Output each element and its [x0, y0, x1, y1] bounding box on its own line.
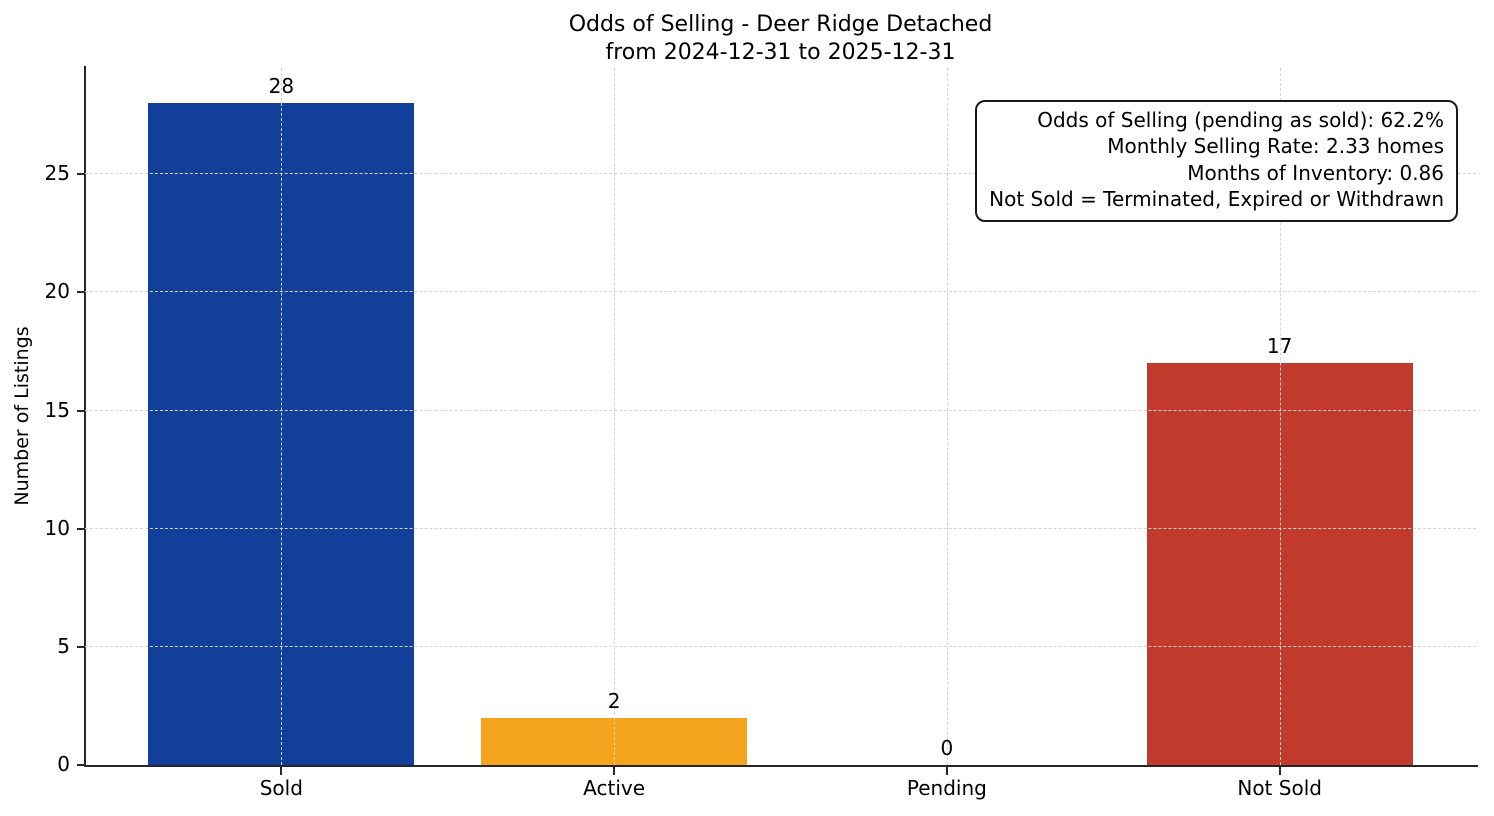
gridline-h: [85, 409, 1476, 411]
y-tick-mark: [77, 764, 85, 766]
annotation-line-rate: Monthly Selling Rate: 2.33 homes: [1107, 134, 1444, 159]
x-tick-mark: [945, 767, 948, 775]
y-tick-label: 25: [44, 161, 70, 186]
annotation-line-inventory: Months of Inventory: 0.86: [1187, 160, 1444, 185]
y-tick-mark: [77, 527, 85, 530]
y-tick-label: 0: [57, 752, 70, 776]
x-tick-label-pending: Pending: [906, 776, 987, 800]
y-axis-spine: [84, 66, 86, 767]
y-tick-label: 5: [57, 633, 70, 658]
x-tick-mark: [1278, 767, 1281, 775]
bar-value-label-sold: 28: [268, 74, 295, 99]
gridline-v: [946, 68, 948, 765]
y-tick-mark: [77, 409, 85, 412]
bar-value-label-not-sold: 17: [1266, 334, 1293, 359]
gridline-v: [614, 68, 616, 765]
annotation-line-odds: Odds of Selling (pending as sold): 62.2%: [1037, 108, 1444, 132]
bar-value-label-pending: 0: [940, 736, 954, 760]
y-tick-label: 10: [44, 515, 70, 540]
chart-title-line2: from 2024-12-31 to 2025-12-31: [605, 39, 956, 65]
gridline-v: [281, 68, 283, 765]
gridline-h: [85, 645, 1476, 647]
annotation-line-notsold-def: Not Sold = Terminated, Expired or Withdr…: [989, 187, 1444, 212]
gridline-h: [85, 173, 1476, 175]
bar-value-label-active: 2: [607, 688, 621, 713]
y-tick-mark: [77, 645, 85, 648]
x-axis-spine: [84, 765, 1478, 767]
y-tick-mark: [77, 291, 85, 294]
y-tick-label: 20: [44, 279, 70, 304]
bar-labels-layer: 28 2 0 17: [85, 68, 1476, 765]
gridline-h: [85, 527, 1476, 529]
y-tick-label: 15: [44, 397, 70, 422]
plot-area: 28 2 0 17 Odds of Selling (pending as sold)…: [85, 68, 1476, 765]
stats-annotation-box: Odds of Selling (pending as sold): 62.2%…: [975, 100, 1458, 222]
x-tick-mark: [280, 767, 283, 775]
x-tick-mark: [613, 767, 616, 775]
x-tick-label-not-sold: Not Sold: [1237, 776, 1322, 800]
y-tick-mark: [77, 173, 85, 176]
chart-title-line1: Odds of Selling - Deer Ridge Detached: [568, 12, 993, 37]
x-tick-label-active: Active: [583, 776, 646, 800]
grid-layer: [85, 68, 1476, 765]
gridline-v: [1279, 68, 1281, 765]
chart-title: Odds of Selling - Deer Ridge Detached fr…: [85, 11, 1476, 67]
gridline-h: [85, 291, 1476, 293]
x-tick-label-sold: Sold: [259, 776, 303, 800]
